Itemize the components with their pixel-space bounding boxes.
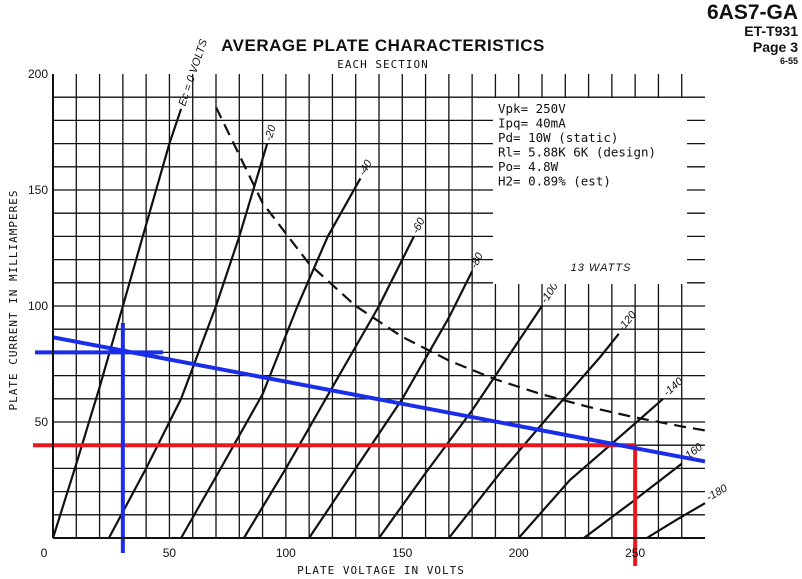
curve-label-6: -120 bbox=[616, 308, 640, 333]
chart-title: AVERAGE PLATE CHARACTERISTICS bbox=[221, 36, 545, 55]
plate-curve-7 bbox=[517, 397, 664, 539]
annotation-line-5: H2= 0.89% (est) bbox=[498, 174, 611, 189]
x-axis-label: PLATE VOLTAGE IN VOLTS bbox=[297, 564, 465, 577]
plate-curve-5 bbox=[378, 305, 543, 539]
plate-curve-8 bbox=[583, 462, 683, 539]
y-tick-label-200: 200 bbox=[28, 67, 48, 81]
annotation-line-3: Rl= 5.88K 6K (design) bbox=[498, 145, 656, 160]
annotation-line-0: Vpk= 250V bbox=[498, 101, 566, 116]
plate-curve-4 bbox=[308, 270, 474, 539]
tube-type-label: 6AS7-GA bbox=[706, 1, 798, 24]
y-tick-label-50: 50 bbox=[35, 415, 49, 429]
annotation-line-2: Pd= 10W (static) bbox=[498, 130, 618, 145]
plate-curve-9 bbox=[646, 502, 706, 539]
dissipation-label: 13 WATTS bbox=[571, 262, 632, 274]
dissipation-curve bbox=[215, 106, 706, 432]
x-tick-label-100: 100 bbox=[276, 546, 296, 560]
x-tick-label-150: 150 bbox=[392, 546, 412, 560]
plate-curve-0 bbox=[51, 108, 183, 539]
document-code: ET-T931 bbox=[744, 23, 798, 39]
plate-curve-1 bbox=[107, 143, 269, 539]
curve-label-9: -180 bbox=[704, 482, 730, 504]
dissipation-curve-line bbox=[215, 106, 706, 432]
plate-curve-3 bbox=[242, 235, 415, 539]
plate-curve-6 bbox=[448, 333, 620, 539]
axes: 0 50 100 150 200 250 50 100 150 200 PLATE VOLTAGE … bbox=[7, 67, 705, 577]
x-tick-label-250: 250 bbox=[625, 546, 645, 560]
annotation-line-1: Ipq= 40mA bbox=[498, 116, 566, 131]
x-tick-label-0: 0 bbox=[41, 546, 48, 560]
plate-curve-2 bbox=[180, 177, 362, 539]
annotation-box-bg bbox=[493, 98, 687, 284]
curve-label-2: -40 bbox=[357, 157, 376, 178]
annotation-line-4: Po= 4.8W bbox=[498, 159, 559, 174]
load-line bbox=[52, 335, 706, 464]
x-tick-label-200: 200 bbox=[509, 546, 529, 560]
y-tick-label-150: 150 bbox=[28, 183, 48, 197]
curve-label-7: -140 bbox=[661, 375, 686, 399]
curve-label-1: -20 bbox=[263, 123, 279, 143]
curve-label-4: -80 bbox=[468, 250, 486, 270]
y-axis-label: PLATE CURRENT IN MILLIAMPERES bbox=[7, 189, 20, 410]
x-tick-label-50: 50 bbox=[163, 546, 177, 560]
document-date: 6-55 bbox=[779, 56, 798, 66]
load-line-overlay bbox=[33, 323, 706, 566]
chart-subtitle: EACH SECTION bbox=[337, 58, 429, 71]
y-tick-label-100: 100 bbox=[28, 299, 48, 313]
page-number: Page 3 bbox=[752, 39, 798, 55]
